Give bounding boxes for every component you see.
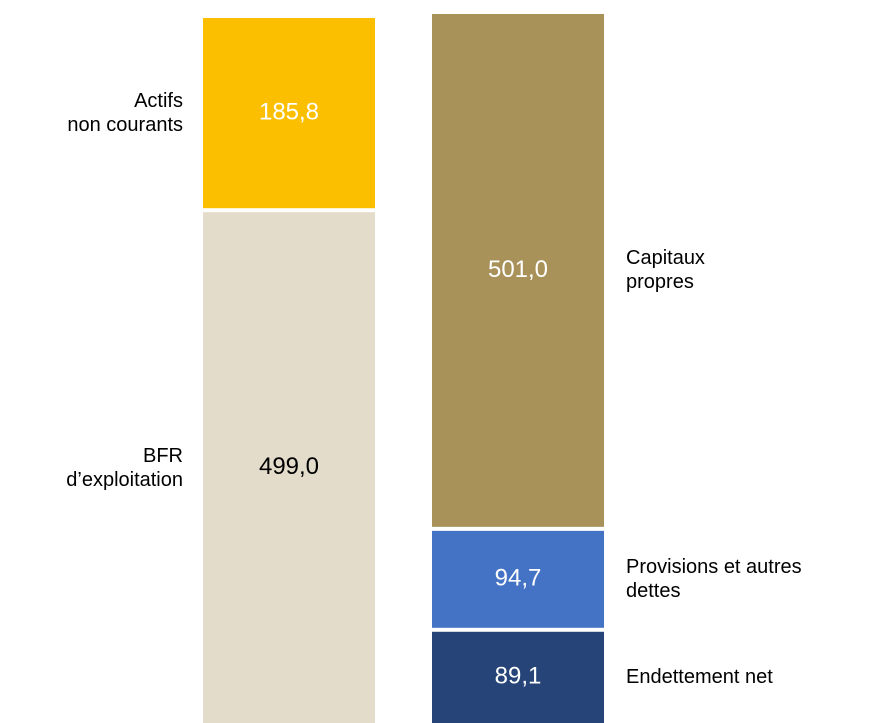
bar-segment: [203, 18, 375, 209]
bar-segment: [203, 212, 375, 723]
bar-segment: [432, 631, 604, 723]
segment-label: Capitaux propres: [626, 247, 705, 294]
value-label: 501,0: [488, 256, 548, 283]
segment-label: Actifs non courants: [67, 90, 183, 137]
value-label: 499,0: [259, 453, 319, 480]
value-label: 94,7: [495, 565, 542, 592]
value-label: 185,8: [259, 98, 319, 125]
bar-segment: [432, 14, 604, 527]
segment-label: BFR d’exploitation: [66, 444, 183, 491]
bar-segment: [432, 530, 604, 628]
segment-label: Provisions et autres dettes: [626, 556, 802, 603]
segment-label: Endettement net: [626, 666, 773, 689]
value-label: 89,1: [495, 663, 542, 690]
